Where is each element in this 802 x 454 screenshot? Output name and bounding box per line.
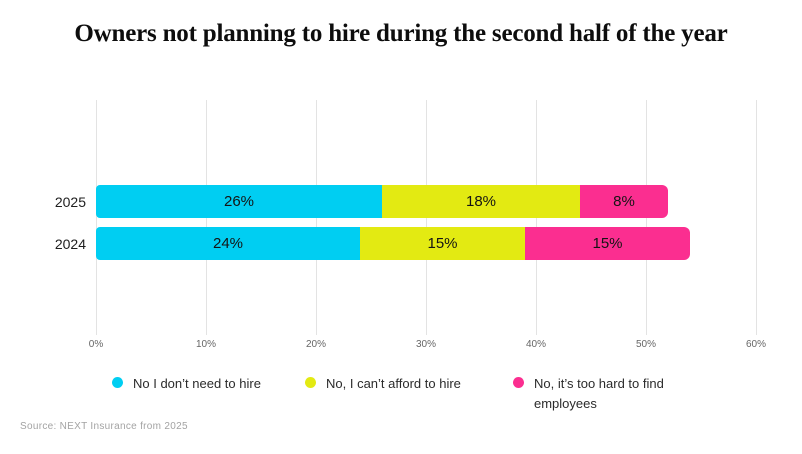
bar-value-label: 18% [465, 193, 497, 210]
legend-item-3: No, it’s too hard to find employees [513, 374, 694, 414]
legend-label: No, I can’t afford to hire [326, 376, 461, 391]
legend-label: No, it’s too hard to find employees [534, 376, 664, 412]
gridline-60% [756, 100, 757, 335]
x-tick-30%: 30% [415, 339, 436, 350]
bar-segment-2025-1: 26% [96, 185, 382, 218]
bar-row-2024: 24% 15% 15% [96, 227, 690, 260]
legend-dot-icon [513, 377, 524, 388]
plot-area: 0% 10% 20% 30% 40% 50% 60% 2025 26% 18% 8% 2024 24% 1… [55, 100, 766, 350]
gridline-0% [96, 100, 97, 335]
bar-value-label: 15% [427, 235, 458, 252]
legend-dot-icon [305, 377, 316, 388]
source-note: Source: NEXT Insurance from 2025 [20, 421, 188, 432]
bar-row-2025: 26% 18% 8% [96, 185, 668, 218]
bar-segment-2025-3: 8% [580, 185, 668, 218]
x-tick-10%: 10% [195, 339, 216, 350]
bar-value-label: 24% [212, 235, 244, 252]
x-tick-50%: 50% [635, 339, 656, 350]
bar-segment-2024-2: 15% [360, 227, 525, 260]
bar-value-label: 26% [223, 193, 255, 210]
bar-value-label: 8% [613, 193, 635, 210]
bar-segment-2024-3: 15% [525, 227, 690, 260]
legend-label: No I don’t need to hire [133, 376, 261, 391]
legend-item-2: No, I can’t afford to hire [305, 374, 461, 394]
bar-segment-2025-2: 18% [382, 185, 580, 218]
x-tick-20%: 20% [305, 339, 326, 350]
x-tick-60%: 60% [745, 339, 766, 350]
category-label-2025: 2025 [54, 193, 86, 210]
legend-dot-icon [112, 377, 123, 388]
x-tick-0%: 0% [88, 339, 104, 350]
chart-title: Owners not planning to hire during the s… [74, 20, 728, 47]
category-label-2024: 2024 [54, 235, 86, 252]
legend: No I don’t need to hire No, I can’t affor… [0, 374, 802, 424]
legend-item-1: No I don’t need to hire [112, 374, 261, 394]
bar-segment-2024-1: 24% [96, 227, 360, 260]
x-tick-40%: 40% [525, 339, 546, 350]
bar-value-label: 15% [592, 235, 623, 252]
